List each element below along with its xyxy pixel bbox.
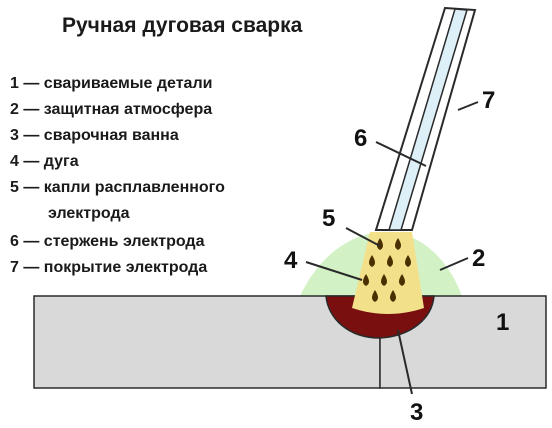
leader-4 [305, 261, 363, 281]
callout-7: 7 [482, 87, 495, 114]
callout-2: 2 [472, 245, 485, 272]
leader-lines [305, 101, 479, 395]
droplet [395, 238, 401, 250]
electrode-core [387, 8, 468, 231]
droplet [377, 238, 383, 250]
legend: 1 — свариваемые детали 2 — защитная атмо… [10, 75, 225, 276]
droplet [387, 255, 393, 267]
legend-item-7: 7 — покрытие электрода [10, 259, 207, 276]
molten-droplets [363, 238, 411, 302]
droplet [405, 255, 411, 267]
leader-7 [457, 101, 479, 111]
leader-6 [375, 141, 427, 167]
legend-item-5: 5 — капли расплавленного [10, 179, 225, 196]
callout-1: 1 [496, 309, 509, 336]
leader-3 [397, 329, 413, 395]
droplet [369, 255, 375, 267]
welding-arc [352, 232, 424, 314]
droplet [363, 274, 369, 286]
droplet [381, 274, 387, 286]
workpieces [33, 295, 547, 389]
callout-4: 4 [284, 247, 298, 274]
callout-5: 5 [322, 205, 335, 232]
leader-2 [439, 257, 469, 271]
droplet [399, 274, 405, 286]
legend-item-3: 3 — сварочная ванна [10, 127, 179, 144]
workpiece-left [33, 295, 381, 389]
diagram-title: Ручная дуговая сварка [62, 14, 303, 37]
legend-item-2: 2 — защитная атмосфера [10, 101, 212, 118]
callout-3: 3 [410, 399, 423, 426]
leader-5 [345, 227, 381, 247]
legend-item-6: 6 — стержень электрода [10, 233, 205, 250]
droplet [390, 290, 396, 302]
legend-item-5-cont: электрода [48, 205, 130, 222]
legend-item-4: 4 — дуга [10, 153, 79, 170]
legend-item-1: 1 — свариваемые детали [10, 75, 212, 92]
callout-6: 6 [354, 125, 367, 152]
droplet [372, 290, 378, 302]
callouts: 1 2 3 4 5 6 7 [284, 87, 509, 426]
